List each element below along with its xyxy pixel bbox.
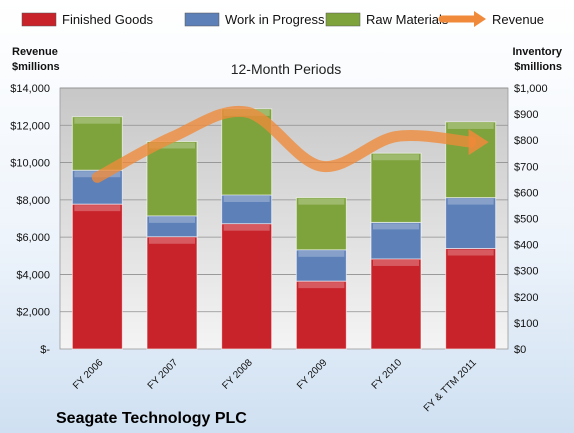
right-tick-label: $300 — [514, 266, 538, 278]
right-tick-label: $600 — [514, 187, 538, 199]
bar-raw-materials — [146, 141, 198, 217]
legend-label: Raw Materials — [366, 12, 449, 27]
right-tick-label: $0 — [514, 344, 526, 356]
legend-label: Work in Progress — [225, 12, 325, 27]
bar-highlight — [298, 250, 345, 257]
left-tick-label: $2,000 — [16, 307, 50, 319]
right-axis-title-line2: $millions — [514, 61, 562, 73]
bar-highlight — [373, 259, 419, 266]
bar-work-in-progress — [445, 197, 497, 250]
category-label: FY & TTM 2011 — [422, 357, 479, 414]
bar-highlight — [74, 117, 121, 124]
right-tick-label: $200 — [514, 292, 538, 304]
right-axis-title-line1: Inventory — [512, 46, 562, 58]
category-label: FY 2006 — [71, 357, 106, 392]
bar-highlight — [298, 282, 345, 289]
right-tick-label: $500 — [514, 214, 538, 226]
right-tick-label: $800 — [514, 135, 538, 147]
legend-item: Revenue — [438, 11, 544, 27]
legend-item: Raw Materials — [325, 12, 449, 27]
left-tick-label: $14,000 — [10, 83, 50, 95]
bar-finished-goods — [146, 236, 198, 350]
bar-raw-materials — [370, 152, 422, 223]
legend-swatch — [325, 12, 361, 27]
right-axis-ticks: $0 $100 $200 $300 $400 $500 $600 $700 $800 $900 $1… — [514, 83, 548, 356]
legend-swatch — [21, 12, 57, 27]
category-label: FY 2008 — [220, 357, 255, 392]
left-tick-label: $6,000 — [16, 232, 50, 244]
bar-finished-goods — [71, 203, 123, 350]
bar-highlight — [223, 224, 270, 231]
bar-highlight — [74, 205, 121, 212]
legend-swatch — [184, 12, 220, 27]
bar-highlight — [149, 216, 195, 223]
plot-area — [59, 87, 509, 350]
category-label: FY 2007 — [146, 357, 181, 392]
bar-finished-goods — [295, 280, 347, 350]
bar-highlight — [447, 198, 494, 205]
bar-raw-materials — [295, 197, 347, 251]
category-label: FY 2009 — [295, 357, 330, 392]
bar-highlight — [447, 249, 494, 256]
legend-item: Finished Goods — [21, 12, 154, 27]
legend-swatch-arrow — [474, 11, 486, 27]
left-tick-label: $4,000 — [16, 269, 50, 281]
left-axis-ticks: $- $2,000 $4,000 $6,000 $8,000 $10,000 $12,000… — [10, 83, 50, 356]
left-tick-label: $10,000 — [10, 158, 50, 170]
chart-title: 12-Month Periods — [231, 61, 342, 77]
bar-highlight — [223, 196, 270, 203]
bar-finished-goods — [221, 223, 273, 350]
bar-highlight — [373, 223, 419, 230]
right-tick-label: $400 — [514, 240, 538, 252]
revenue-line — [91, 105, 477, 183]
bars — [71, 108, 497, 350]
bar-highlight — [373, 154, 419, 161]
category-labels: FY 2006 FY 2007 FY 2008 FY 2009 FY 2010 FY & … — [71, 357, 479, 414]
bar-highlight — [298, 198, 345, 205]
right-tick-label: $100 — [514, 318, 538, 330]
revenue-arrowhead — [468, 129, 489, 156]
legend-label: Finished Goods — [62, 12, 154, 27]
bar-finished-goods — [370, 258, 422, 350]
company-name: Seagate Technology PLC — [56, 410, 247, 427]
bar-work-in-progress — [221, 194, 273, 225]
bar-work-in-progress — [295, 249, 347, 282]
left-tick-label: $12,000 — [10, 120, 50, 132]
legend-label: Revenue — [492, 12, 544, 27]
bar-finished-goods — [445, 248, 497, 350]
bar-raw-materials — [71, 116, 123, 171]
legend-item: Work in Progress — [184, 12, 325, 27]
bar-highlight — [149, 142, 195, 149]
right-tick-label: $900 — [514, 109, 538, 121]
bar-highlight — [447, 122, 494, 129]
bar-highlight — [149, 237, 195, 244]
legend: Finished Goods Work in Progress Raw Materi… — [21, 11, 544, 27]
category-label: FY 2010 — [370, 357, 405, 392]
right-tick-label: $1,000 — [514, 83, 548, 95]
left-tick-label: $- — [40, 344, 50, 356]
left-axis-title-line1: Revenue — [12, 46, 58, 58]
left-axis-title-line2: $millions — [12, 61, 60, 73]
left-tick-label: $8,000 — [16, 195, 50, 207]
revenue-line-group — [91, 105, 489, 183]
right-tick-label: $700 — [514, 161, 538, 173]
